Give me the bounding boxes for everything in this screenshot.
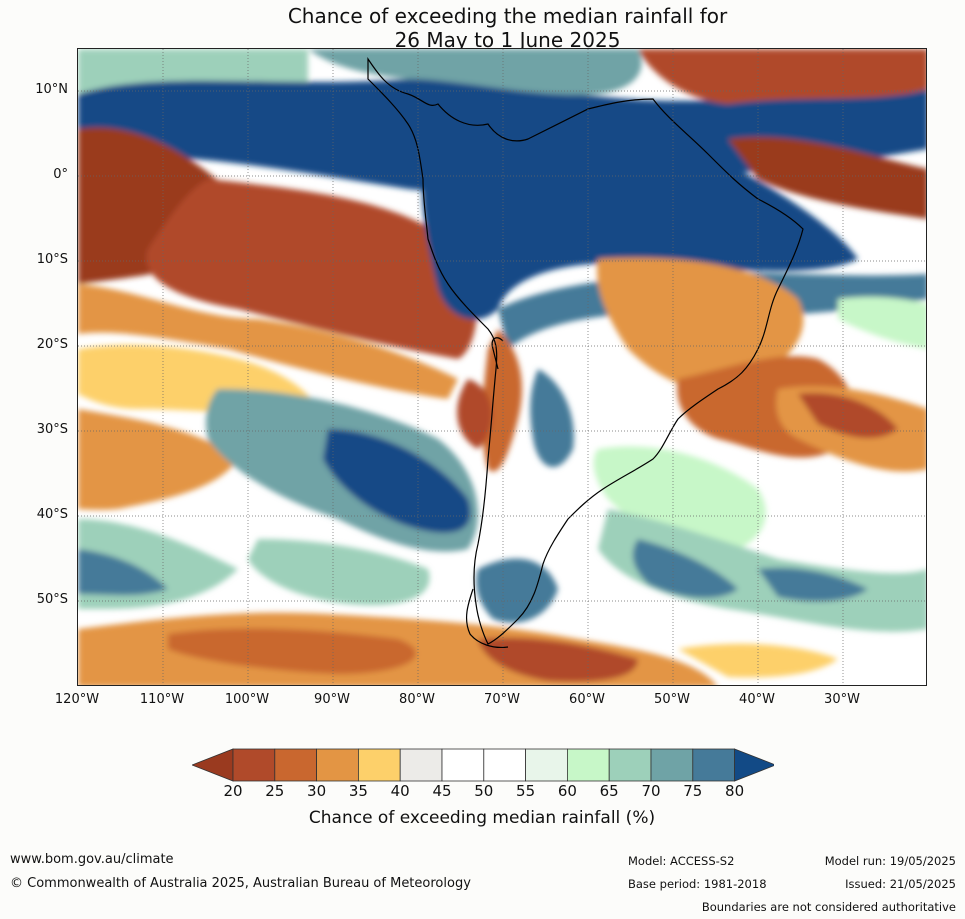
colorbar-segment	[357, 748, 401, 782]
colorbar-segment	[274, 748, 318, 782]
lon-label-100w: 100°W	[224, 692, 270, 707]
lat-label-10n: 10°N	[35, 82, 68, 97]
colorbar-tick-label: 20	[223, 782, 243, 800]
colorbar-tick-label: 40	[390, 782, 410, 800]
base-period: Base period: 1981-2018	[628, 877, 767, 891]
colorbar-segment	[566, 748, 610, 782]
chart-title: Chance of exceeding the median rainfall …	[0, 4, 965, 52]
lon-label-90w: 90°W	[314, 692, 350, 707]
colorbar-segment	[525, 748, 568, 782]
lat-label-50s: 50°S	[36, 592, 68, 607]
lon-label-50w: 50°W	[654, 692, 690, 707]
lon-label-80w: 80°W	[399, 692, 435, 707]
colorbar-segment	[399, 748, 443, 782]
colorbar-tick-label: 35	[348, 782, 368, 800]
colorbar-tick-label: 65	[599, 782, 619, 800]
model-run-date: Model run: 19/05/2025	[824, 854, 956, 868]
colorbar-tick-label: 70	[641, 782, 661, 800]
colorbar-tick-label: 45	[432, 782, 452, 800]
colorbar-arrow-low	[192, 748, 234, 782]
colorbar-title: Chance of exceeding median rainfall (%)	[308, 808, 656, 828]
lat-label-40s: 40°S	[36, 507, 68, 522]
map-canvas	[78, 49, 926, 685]
colorbar-tick-label: 80	[725, 782, 745, 800]
rainfall-map	[77, 48, 927, 686]
colorbar-segment	[441, 748, 485, 782]
lon-label-30w: 30°W	[824, 692, 860, 707]
copyright-text: © Commonwealth of Australia 2025, Austra…	[10, 876, 471, 891]
colorbar-tick-label: 25	[265, 782, 285, 800]
colorbar-segment	[650, 748, 694, 782]
colorbar-segment	[692, 748, 735, 782]
colorbar-arrow-high	[734, 748, 774, 782]
colorbar-segment	[316, 748, 359, 782]
lat-label-20s: 20°S	[36, 337, 68, 352]
issued-date: Issued: 21/05/2025	[845, 877, 956, 891]
lon-label-40w: 40°W	[739, 692, 775, 707]
lat-label-10s: 10°S	[36, 252, 68, 267]
title-line-1: Chance of exceeding the median rainfall …	[287, 4, 728, 28]
model-name: Model: ACCESS-S2	[628, 854, 735, 868]
boundaries-disclaimer: Boundaries are not considered authoritat…	[701, 900, 956, 914]
colorbar-segment	[608, 748, 652, 782]
lat-label-0: 0°	[53, 167, 68, 182]
colorbar	[192, 748, 774, 782]
lon-label-60w: 60°W	[569, 692, 605, 707]
colorbar-segment	[232, 748, 276, 782]
lat-label-30s: 30°S	[36, 422, 68, 437]
lon-label-110w: 110°W	[139, 692, 185, 707]
lon-label-120w: 120°W	[54, 692, 100, 707]
graticule	[78, 49, 926, 685]
colorbar-tick-label: 75	[683, 782, 703, 800]
probability-field	[78, 49, 926, 685]
colorbar-segment	[483, 748, 526, 782]
colorbar-tick-label: 30	[307, 782, 327, 800]
colorbar-segments	[192, 748, 774, 782]
colorbar-tick-label: 55	[516, 782, 536, 800]
lon-label-70w: 70°W	[484, 692, 520, 707]
colorbar-tick-label: 60	[557, 782, 577, 800]
website-link[interactable]: www.bom.gov.au/climate	[10, 852, 174, 867]
colorbar-tick-label: 50	[474, 782, 494, 800]
